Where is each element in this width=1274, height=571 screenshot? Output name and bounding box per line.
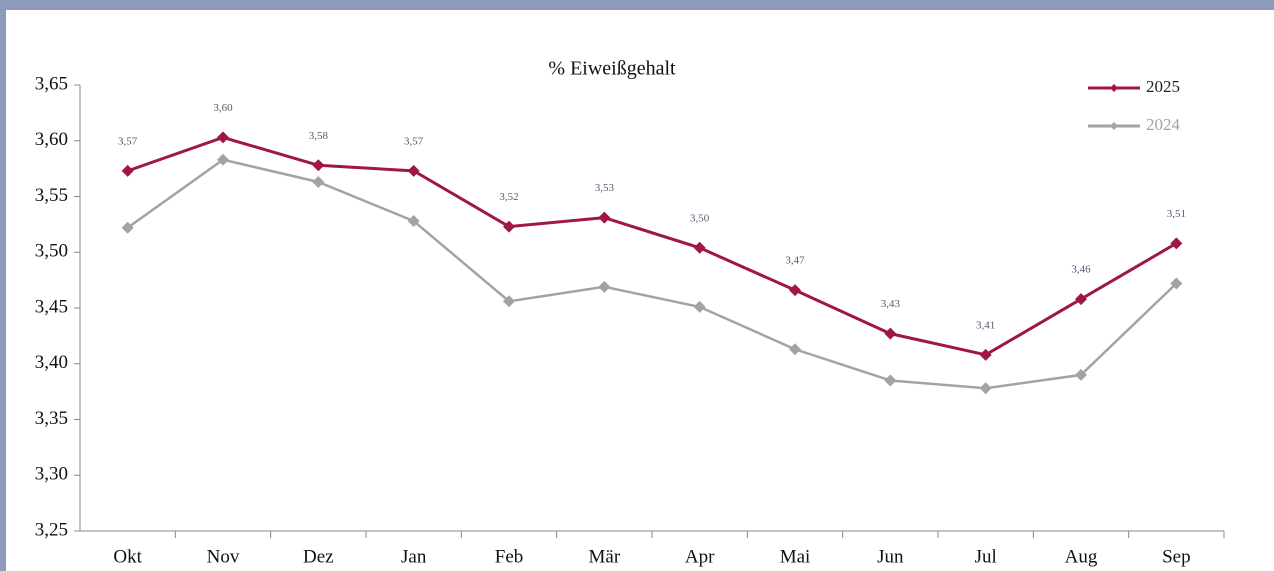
- series-line: [127, 135, 1178, 357]
- y-tick-label: 3,50: [35, 241, 68, 262]
- data-point: [503, 295, 515, 308]
- data-label: 3,52: [499, 191, 518, 203]
- y-tick-label: 3,35: [35, 408, 68, 429]
- data-point: [217, 131, 229, 144]
- legend-marker: [1110, 122, 1118, 130]
- y-tick-label: 3,30: [35, 464, 68, 485]
- data-point: [598, 211, 611, 224]
- x-tick-label: Feb: [495, 546, 524, 567]
- legend-marker: [1110, 84, 1118, 92]
- data-label: 3,57: [118, 135, 138, 147]
- x-tick-label: Okt: [113, 546, 142, 567]
- data-point: [884, 374, 897, 387]
- data-point: [1075, 293, 1087, 306]
- x-tick-label: Nov: [207, 546, 240, 567]
- data-point: [693, 241, 706, 254]
- y-tick-label: 3,45: [35, 296, 68, 317]
- data-point: [217, 153, 229, 166]
- data-label: 3,60: [213, 102, 233, 114]
- y-tick-label: 3,65: [35, 73, 68, 94]
- data-point: [312, 159, 325, 172]
- y-tick-label: 3,25: [35, 519, 68, 540]
- data-point: [1170, 277, 1183, 290]
- x-tick-label: Mär: [589, 546, 621, 567]
- x-tick-label: Jul: [975, 546, 997, 567]
- data-point: [1170, 237, 1183, 250]
- data-label: 3,43: [881, 298, 901, 310]
- y-tick-label: 3,40: [35, 352, 68, 373]
- data-point: [693, 300, 706, 313]
- chart-background: [6, 10, 1274, 571]
- x-tick-label: Jun: [877, 546, 904, 567]
- data-label: 3,41: [976, 319, 995, 331]
- data-point: [789, 343, 801, 356]
- x-tick-label: Apr: [685, 546, 715, 567]
- chart-title: % Eiweißgehalt: [548, 58, 676, 80]
- y-tick-label: 3,60: [35, 129, 68, 150]
- data-point: [121, 164, 134, 177]
- data-label: 3,58: [309, 130, 329, 142]
- y-tick-label: 3,55: [35, 185, 68, 206]
- data-point: [312, 176, 325, 189]
- data-point: [884, 327, 897, 340]
- legend-label: 2024: [1146, 115, 1181, 134]
- data-point: [503, 220, 515, 233]
- data-label: 3,53: [595, 182, 615, 194]
- data-label: 3,57: [404, 135, 424, 147]
- data-point: [979, 348, 992, 361]
- data-point: [789, 284, 801, 297]
- legend-label: 2025: [1146, 77, 1180, 96]
- data-point: [407, 215, 420, 228]
- series-line: [126, 158, 1178, 390]
- data-label: 3,51: [1167, 208, 1186, 220]
- x-tick-label: Aug: [1065, 546, 1098, 567]
- data-point: [598, 280, 611, 293]
- x-tick-label: Sep: [1162, 546, 1191, 567]
- data-label: 3,47: [785, 255, 805, 267]
- x-tick-label: Jan: [401, 546, 427, 567]
- data-point: [1075, 368, 1087, 381]
- data-label: 3,46: [1071, 264, 1091, 276]
- data-label: 3,50: [690, 212, 710, 224]
- x-tick-label: Mai: [780, 546, 811, 567]
- data-point: [979, 382, 992, 395]
- data-point: [407, 164, 420, 177]
- x-tick-label: Dez: [303, 546, 334, 567]
- data-point: [121, 221, 134, 234]
